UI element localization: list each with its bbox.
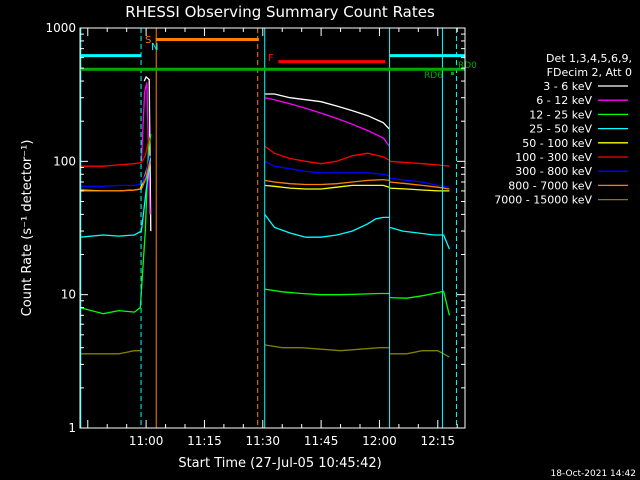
legend-header-line: Det 1,3,4,5,6,9,: [546, 52, 632, 65]
footer-date: 18-Oct-2021 14:42: [551, 469, 636, 479]
y-tick-label: 10: [61, 288, 76, 302]
overlay-group: SN F RD0 RD6: [80, 28, 477, 428]
series-line-300-800-kev: [264, 160, 390, 177]
series-line-25-50-kev: [264, 214, 390, 238]
x-tick-label: 11:15: [187, 434, 222, 448]
series-line-6-12-kev: [264, 97, 390, 147]
series-line-300-800-kev: [389, 177, 450, 188]
annotation-rd0: RD0: [458, 61, 477, 71]
series-line-25-50-kev: [79, 161, 151, 238]
legend-label-300-800-kev: 300 - 800 keV: [515, 165, 592, 178]
series-line-12-25-kev: [389, 290, 451, 316]
legend-header-line: FDecim 2, Att 0: [547, 66, 632, 79]
annotation-f: F: [268, 53, 274, 64]
legend-label-3-6-kev: 3 - 6 keV: [543, 80, 592, 93]
series-line-7000-15000-kev: [80, 350, 142, 355]
series-line-300-800-kev: [80, 155, 151, 187]
annotation-rd6: RD6: [424, 71, 443, 81]
x-tick-label: 12:00: [362, 434, 397, 448]
series-line-3-6-kev: [143, 75, 152, 232]
x-tick-label: 11:30: [245, 434, 280, 448]
legend-label-100-300-kev: 100 - 300 keV: [515, 151, 592, 164]
y-tick-label: 100: [53, 154, 76, 168]
legend: Det 1,3,4,5,6,9,FDecim 2, Att 03 - 6 keV…: [494, 52, 632, 207]
y-tick-label: 1: [68, 421, 76, 435]
y-axis: 1 10 100 1000: [45, 21, 465, 435]
series-line-800-7000-kev: [389, 181, 450, 190]
series-line-12-25-kev: [264, 288, 390, 296]
series-line-7000-15000-kev: [389, 350, 450, 358]
legend-label-25-50-kev: 25 - 50 keV: [529, 123, 592, 136]
series-line-3-6-kev: [264, 93, 390, 130]
x-axis-label: Start Time (27-Jul-05 10:45:42): [178, 456, 381, 471]
series-line-800-7000-kev: [80, 161, 151, 192]
series-group: [79, 75, 451, 358]
series-line-100-300-kev: [389, 160, 450, 167]
annotation-s: S: [145, 35, 151, 46]
y-axis-label: Count Rate (s⁻¹ detector⁻¹): [20, 140, 35, 317]
series-line-25-50-kev: [389, 226, 451, 250]
y-tick-label: 1000: [45, 21, 76, 35]
series-line-50-100-kev: [389, 187, 450, 192]
legend-label-800-7000-kev: 800 - 7000 keV: [508, 179, 592, 192]
legend-label-50-100-kev: 50 - 100 keV: [522, 137, 592, 150]
legend-label-12-25-kev: 12 - 25 keV: [529, 108, 592, 121]
legend-label-6-12-kev: 6 - 12 keV: [536, 94, 592, 107]
x-tick-label: 11:45: [304, 434, 339, 448]
x-axis: 11:00 11:15 11:30 11:45 12:00 12:15: [87, 28, 458, 448]
series-line-50-100-kev: [264, 184, 390, 190]
series-line-100-300-kev: [80, 137, 150, 167]
x-tick-label: 11:00: [129, 434, 164, 448]
series-line-800-7000-kev: [264, 178, 390, 186]
plot-frame: [79, 27, 466, 429]
chart-title: RHESSI Observing Summary Count Rates: [125, 3, 435, 21]
legend-label-7000-15000-kev: 7000 - 15000 keV: [494, 194, 592, 207]
x-tick-label: 12:15: [420, 434, 455, 448]
series-line-7000-15000-kev: [264, 344, 390, 352]
annotation-n: N: [151, 42, 158, 53]
series-line-100-300-kev: [264, 145, 390, 165]
rd6-marker: [451, 72, 454, 75]
